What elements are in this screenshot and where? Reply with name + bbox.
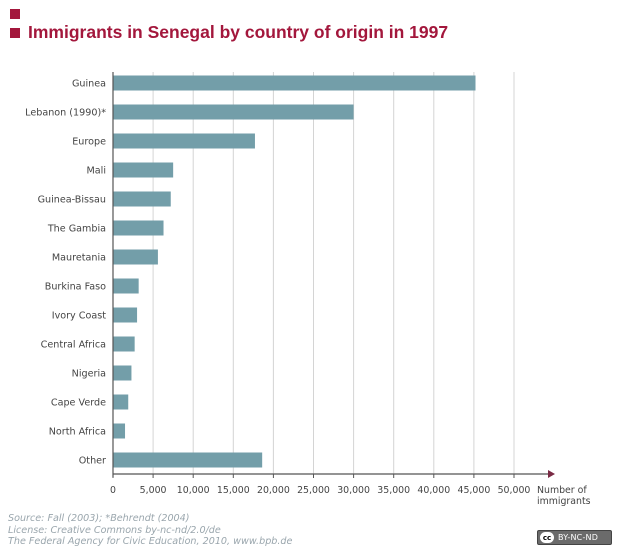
bar-cape-verde xyxy=(113,394,129,410)
x-tick-label: 15,000 xyxy=(217,485,250,496)
bar-guinea-bissau xyxy=(113,191,171,207)
x-tick-label: 20,000 xyxy=(257,485,290,496)
x-tick-label: 35,000 xyxy=(377,485,410,496)
category-labels: Guinea Lebanon (1990)* Europe Mali Guinea-Bi… xyxy=(25,79,106,467)
license-note: License: Creative Commons by-nc-nd/2.0/d… xyxy=(8,524,221,536)
title-row: Immigrants in Senegal by country of orig… xyxy=(10,22,448,43)
bar-other xyxy=(113,452,263,468)
bar-nigeria xyxy=(113,365,132,381)
category-label: Burkina Faso xyxy=(45,282,106,293)
x-tick-label: 50,000 xyxy=(498,485,531,496)
bar-ivory-coast xyxy=(113,307,138,323)
bar-the-gambia xyxy=(113,220,164,236)
category-label: Guinea-Bissau xyxy=(38,195,106,206)
category-label: Cape Verde xyxy=(51,398,106,409)
category-label: North Africa xyxy=(49,427,106,438)
x-tick-label: 0 xyxy=(110,485,116,496)
category-label: Nigeria xyxy=(72,369,106,380)
x-axis-arrow-icon xyxy=(548,470,555,478)
category-label: The Gambia xyxy=(47,224,106,235)
footer: Source: Fall (2003); *Behrendt (2004) Li… xyxy=(8,513,292,548)
source-note: Source: Fall (2003); *Behrendt (2004) xyxy=(8,513,190,524)
grid-lines xyxy=(152,72,515,474)
cc-badge-text: BY-NC-ND xyxy=(558,533,599,542)
x-axis xyxy=(112,72,555,478)
bar-burkina-faso xyxy=(113,278,139,294)
category-label: Guinea xyxy=(72,79,106,90)
category-label: Europe xyxy=(72,137,106,148)
bar-lebanon-1990 xyxy=(113,104,354,120)
x-tick-label: 5,000 xyxy=(140,485,167,496)
bar-north-africa xyxy=(113,423,126,439)
x-axis-label-line2: immigrants xyxy=(537,496,591,507)
category-label: Lebanon (1990)* xyxy=(25,108,106,119)
chart-title: Immigrants in Senegal by country of orig… xyxy=(28,22,449,42)
x-tick-labels: 0 5,000 10,000 15,000 20,000 25,000 30,000 35,0… xyxy=(110,485,530,496)
x-tick-label: 10,000 xyxy=(177,485,210,496)
category-label: Mali xyxy=(87,166,107,177)
category-label: Ivory Coast xyxy=(52,311,106,322)
x-tick-label: 40,000 xyxy=(417,485,450,496)
title-marker-square xyxy=(10,27,20,38)
x-axis-label-line1: Number of xyxy=(537,485,587,496)
cc-license-badge[interactable]: cc BY-NC-ND xyxy=(537,530,612,545)
bar-mali xyxy=(113,162,174,178)
publisher-note: The Federal Agency for Civic Education, … xyxy=(8,536,293,547)
x-tick-label: 45,000 xyxy=(457,485,490,496)
x-tick-label: 25,000 xyxy=(297,485,330,496)
bars xyxy=(113,75,476,468)
bar-central-africa xyxy=(113,336,135,352)
cc-logo-icon: cc xyxy=(540,532,554,543)
category-label: Other xyxy=(79,456,106,467)
bar-guinea xyxy=(113,75,476,91)
category-label: Mauretania xyxy=(52,253,106,264)
bar-mauretania xyxy=(113,249,158,265)
bar-europe xyxy=(113,133,255,149)
header-marker-square xyxy=(10,9,20,19)
category-label: Central Africa xyxy=(41,340,106,351)
x-tick-label: 30,000 xyxy=(337,485,370,496)
